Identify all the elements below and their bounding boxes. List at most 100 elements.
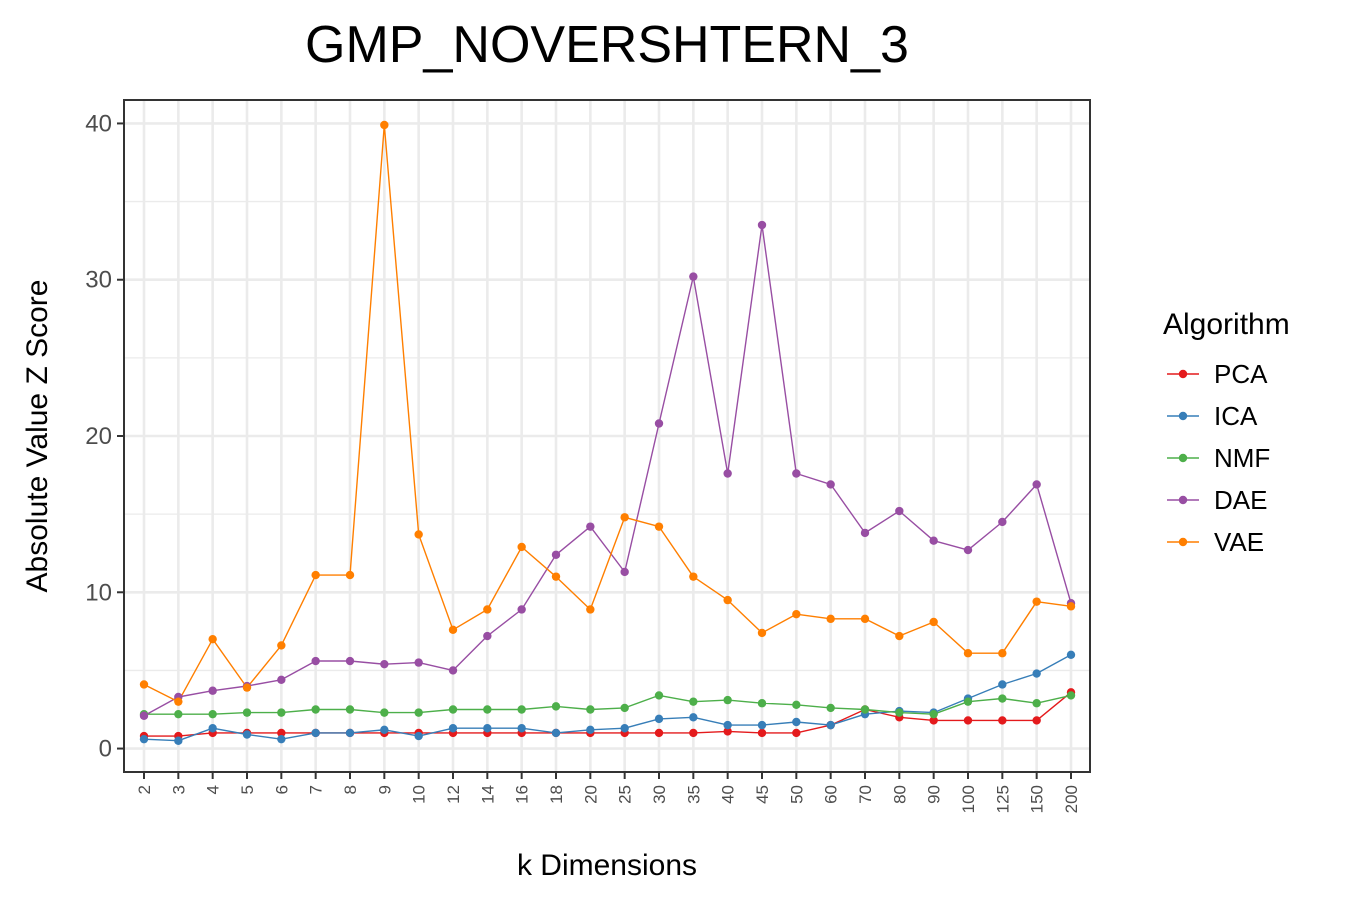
data-point-nmf (517, 705, 526, 714)
data-point-vae (551, 572, 561, 581)
data-point-nmf (998, 694, 1007, 703)
series-line-pca (144, 691, 1072, 737)
x-tick-label: 4 (204, 785, 223, 794)
data-point-dae (448, 666, 458, 675)
data-point-nmf (963, 697, 973, 706)
data-point-ica (792, 717, 801, 727)
data-point-vae (689, 572, 698, 581)
data-point-vae (483, 605, 492, 614)
data-point-nmf (1066, 691, 1076, 700)
data-point-vae (757, 628, 767, 638)
data-point-vae (242, 683, 252, 692)
data-point-nmf (242, 708, 252, 717)
data-point-ica (380, 725, 389, 735)
x-tick-label: 18 (547, 785, 566, 804)
data-point-ica (517, 724, 526, 733)
series-lines (143, 124, 1072, 742)
y-tick-label: 20 (85, 423, 112, 450)
data-point-dae (208, 686, 217, 695)
data-point-pca (1032, 716, 1041, 725)
y-tick-label: 30 (85, 267, 112, 294)
data-point-vae (826, 614, 835, 624)
series-points (139, 120, 1076, 745)
data-point-dae (689, 272, 698, 281)
data-point-pca (689, 728, 698, 738)
data-point-ica (586, 725, 595, 735)
data-point-nmf (620, 703, 629, 713)
legend-key-point (1178, 411, 1188, 421)
data-point-vae (208, 634, 217, 644)
data-point-nmf (895, 708, 904, 717)
legend-key-nmf (1167, 453, 1199, 463)
y-tick-label: 0 (99, 736, 112, 763)
x-tick-label: 5 (238, 785, 257, 794)
data-point-nmf (380, 708, 389, 717)
data-point-dae (895, 506, 904, 516)
data-point-vae (792, 609, 801, 619)
legend-label: ICA (1214, 401, 1258, 431)
data-point-nmf (757, 699, 767, 708)
data-point-pca (654, 728, 664, 738)
data-point-dae (723, 469, 732, 478)
data-point-vae (620, 513, 629, 522)
data-point-nmf (174, 709, 183, 719)
data-point-vae (998, 649, 1007, 658)
y-tick-label: 10 (85, 579, 112, 606)
data-point-nmf (1032, 699, 1041, 708)
data-point-ica (654, 714, 664, 724)
data-point-pca (757, 728, 767, 738)
data-point-dae (929, 536, 938, 545)
x-tick-label: 9 (375, 785, 394, 794)
data-point-dae (586, 522, 595, 531)
data-point-nmf (586, 705, 595, 714)
data-point-dae (1032, 480, 1041, 489)
data-point-pca (998, 716, 1007, 725)
data-point-dae (620, 567, 629, 577)
data-point-nmf (551, 702, 561, 711)
y-axis: 0 10 20 30 40 (85, 110, 124, 763)
data-point-vae (723, 595, 732, 605)
legend-key-ica (1167, 411, 1199, 421)
legend-label: PCA (1214, 359, 1268, 389)
data-point-nmf (860, 705, 870, 714)
data-point-dae (757, 220, 767, 230)
legend-title: Algorithm (1163, 308, 1290, 341)
data-point-ica (345, 728, 355, 738)
data-point-dae (380, 659, 389, 669)
data-point-ica (174, 736, 183, 745)
x-tick-label: 12 (444, 785, 463, 804)
data-point-dae (345, 656, 355, 666)
y-tick-label: 40 (85, 110, 112, 137)
data-point-ica (757, 720, 767, 730)
data-point-nmf (929, 709, 938, 719)
data-point-ica (998, 680, 1007, 689)
data-point-vae (1032, 597, 1041, 606)
data-point-ica (483, 724, 492, 733)
data-point-dae (860, 528, 870, 538)
data-point-vae (517, 542, 526, 552)
major-gridlines (124, 100, 1090, 772)
x-tick-label: 16 (513, 785, 532, 804)
data-point-vae (963, 649, 973, 658)
data-point-vae (277, 641, 286, 650)
data-point-ica (551, 728, 561, 738)
data-point-dae (311, 656, 320, 666)
data-point-nmf (277, 708, 286, 717)
data-point-nmf (311, 705, 320, 714)
data-point-vae (311, 570, 320, 580)
data-point-nmf (654, 691, 664, 700)
data-point-vae (448, 625, 458, 634)
data-point-vae (174, 697, 183, 706)
legend-key-point (1178, 537, 1188, 547)
legend-key-pca (1167, 369, 1199, 379)
data-point-nmf (792, 700, 801, 709)
data-point-vae (654, 522, 664, 531)
data-point-pca (929, 716, 938, 725)
data-point-ica (689, 713, 698, 722)
data-point-nmf (448, 705, 458, 714)
data-point-ica (242, 730, 252, 739)
data-point-dae (414, 658, 423, 667)
minor-gridlines (124, 200, 1090, 672)
x-tick-label: 45 (753, 785, 772, 804)
